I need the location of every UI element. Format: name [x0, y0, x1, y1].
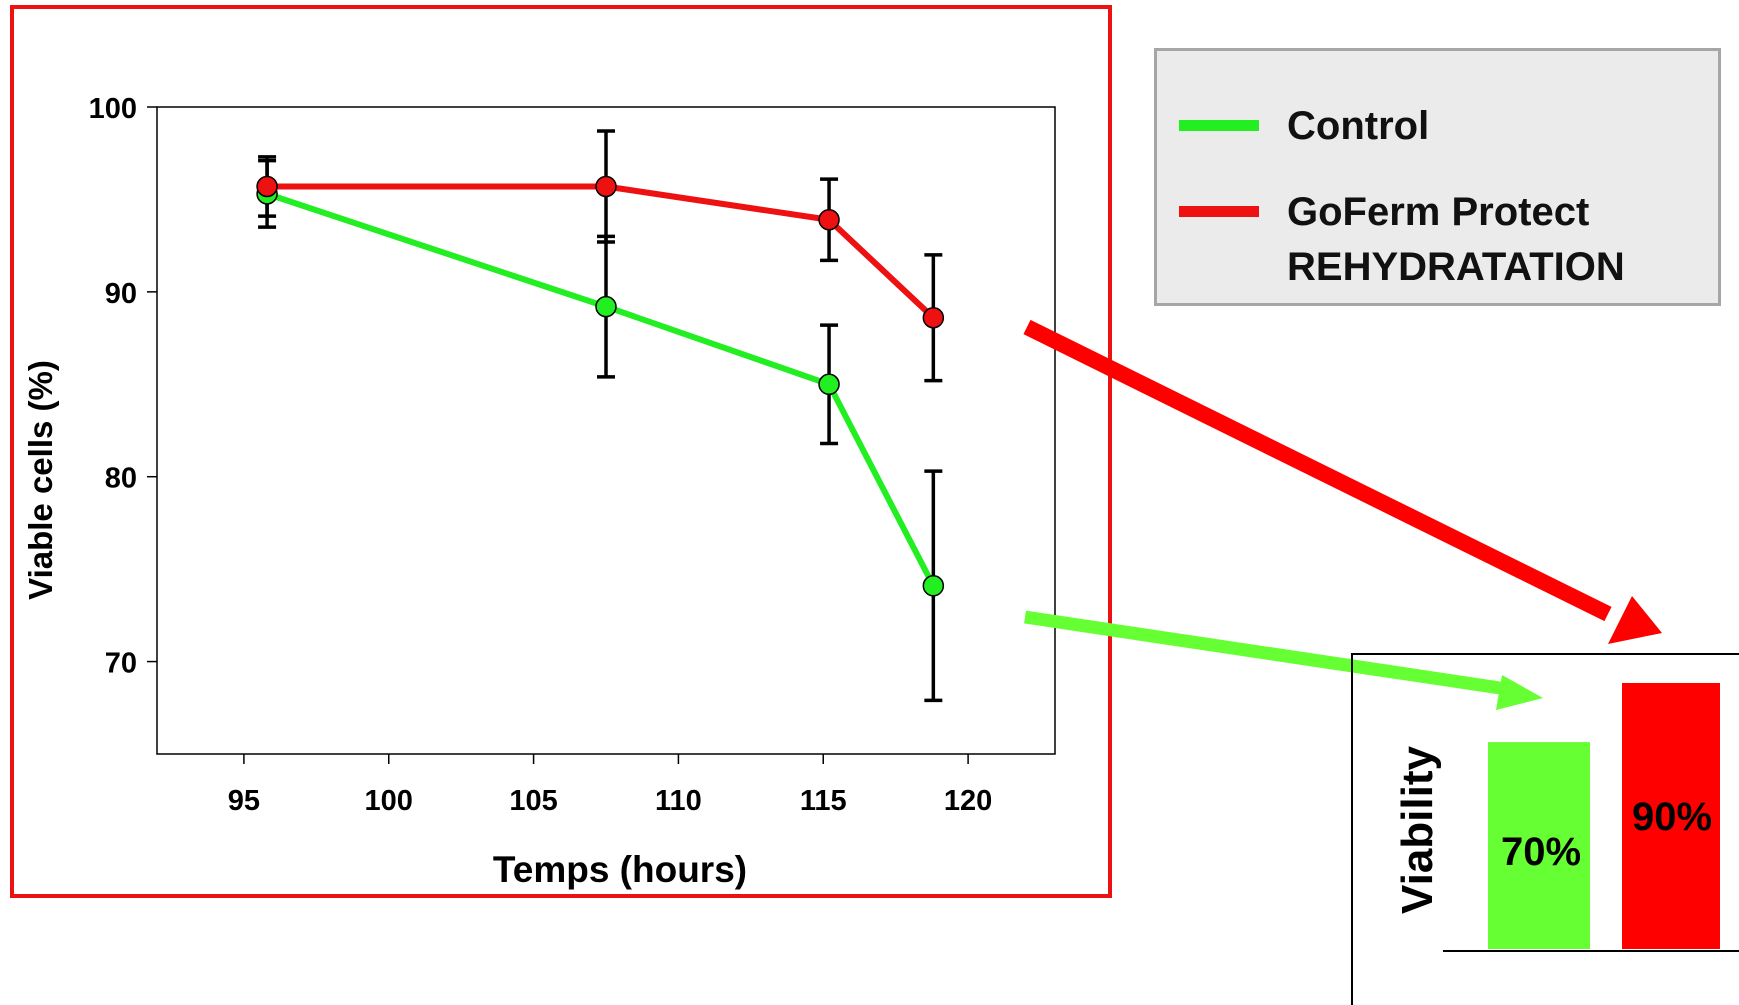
x-tick-label: 95	[228, 785, 260, 817]
x-tick-label: 110	[655, 785, 702, 817]
bar-value-label: 90%	[1632, 795, 1712, 839]
x-tick-label: 115	[800, 785, 847, 817]
x-tick-label: 105	[509, 785, 557, 817]
arrow-red	[1023, 319, 1662, 644]
x-axis-label: Temps (hours)	[493, 849, 747, 890]
series-line-control	[266, 191, 936, 588]
y-tick-label: 100	[89, 93, 137, 125]
data-point-goferm	[595, 175, 617, 198]
legend-swatch-goferm	[1179, 206, 1259, 217]
data-point-control	[818, 373, 840, 396]
arrow-green	[1024, 610, 1543, 710]
legend-label-goferm: GoFerm Protect	[1287, 190, 1590, 234]
legend: Control GoFerm Protect REHYDRATATION	[1154, 48, 1721, 306]
series-line-goferm	[267, 183, 936, 320]
x-tick-label: 100	[365, 785, 413, 817]
data-point-control	[922, 575, 945, 597]
legend-label-goferm-line2: REHYDRATATION	[1287, 245, 1625, 289]
legend-label-control: Control	[1287, 104, 1430, 148]
bar-value-label: 70%	[1501, 830, 1581, 874]
y-tick-label: 90	[105, 278, 137, 310]
line-chart: 70 80 90 100 95 100 105 110 115 120 Temps (hours…	[22, 93, 1056, 890]
x-axis: 95 100 105 110 115 120	[228, 754, 992, 817]
chart-frame	[10, 5, 1112, 898]
data-point-goferm	[922, 306, 945, 329]
y-axis: 70 80 90 100	[89, 93, 157, 680]
y-tick-label: 80	[105, 463, 137, 495]
data-point-control	[595, 295, 617, 318]
y-tick-label: 70	[105, 648, 137, 680]
data-point-goferm	[256, 175, 278, 198]
bar-chart-y-label: Viability	[1393, 746, 1442, 914]
x-tick-label: 120	[944, 785, 992, 817]
series-layer	[256, 129, 945, 703]
y-axis-label: Viable cells (%)	[22, 360, 59, 600]
bar-goferm	[1622, 683, 1720, 949]
data-point-goferm	[818, 209, 840, 231]
bars-layer: 70% 90%	[1488, 683, 1720, 949]
bar-chart: 70% 90% Viability	[1351, 653, 1739, 1005]
legend-swatch-control	[1179, 120, 1259, 131]
plot-area	[156, 106, 1056, 755]
bar-control	[1488, 742, 1590, 949]
